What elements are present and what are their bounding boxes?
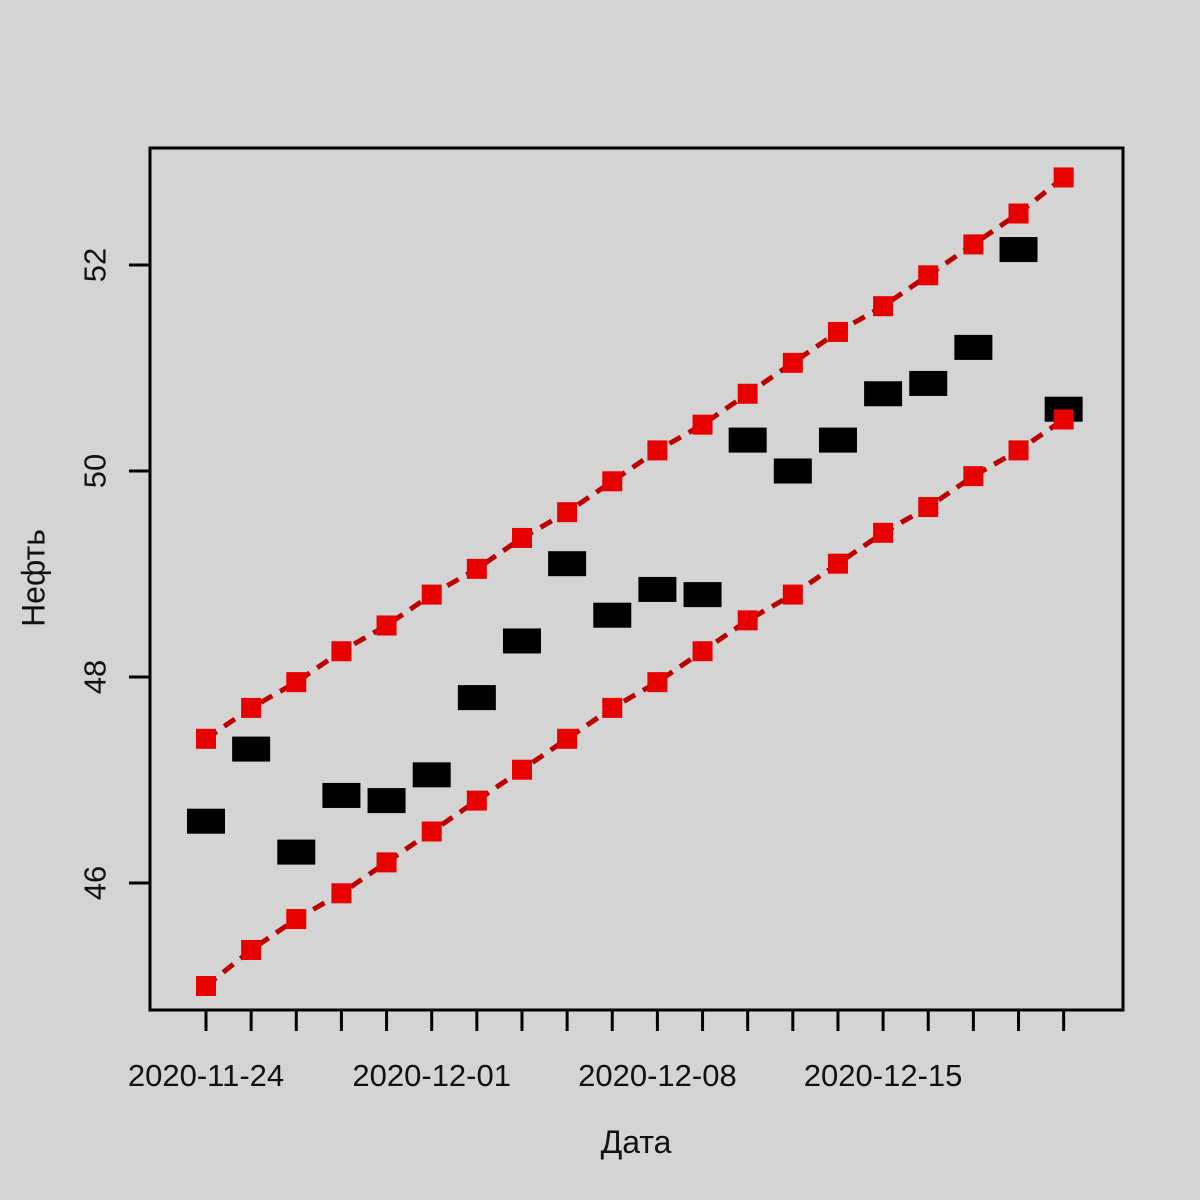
y-axis-title: Нефть bbox=[15, 529, 52, 627]
lower-bound-red-point bbox=[782, 584, 803, 605]
lower-bound-red-point bbox=[421, 821, 442, 842]
lower-bound-red-point bbox=[241, 939, 262, 960]
plot-border bbox=[148, 146, 1125, 1012]
fact-point bbox=[187, 808, 225, 834]
lower-bound-red-point bbox=[647, 672, 668, 693]
upper-bound-red-point bbox=[692, 414, 713, 435]
upper-bound-red-point bbox=[421, 584, 442, 605]
lower-bound-red-point bbox=[737, 610, 758, 631]
upper-bound-red-point bbox=[511, 527, 532, 548]
upper-bound-red-point bbox=[557, 502, 578, 523]
lower-bound-red-point bbox=[196, 976, 216, 996]
upper-bound-red-point bbox=[466, 558, 487, 579]
lower-bound-red-point bbox=[602, 697, 623, 718]
fact-point bbox=[728, 427, 767, 453]
x-tick-label: 2020-12-08 bbox=[578, 1058, 737, 1093]
fact-point bbox=[277, 839, 316, 865]
upper-bound-red-point bbox=[602, 471, 623, 492]
lower-bound-red-point bbox=[827, 553, 848, 574]
y-tick-label: 50 bbox=[78, 454, 113, 488]
fact-point bbox=[954, 334, 993, 360]
upper-bound-red-point bbox=[963, 234, 984, 255]
lower-bound-red-point bbox=[918, 497, 939, 518]
lower-bound-red-point bbox=[1053, 409, 1074, 430]
upper-bound-red-point bbox=[286, 672, 307, 693]
lower-bound-red-point bbox=[286, 909, 307, 930]
upper-bound-red-point bbox=[873, 296, 894, 317]
lower-bound-red-point bbox=[873, 522, 894, 543]
lower-bound-red-point bbox=[511, 759, 532, 780]
x-tick-label: 2020-12-15 bbox=[804, 1058, 963, 1093]
x-tick-label: 2020-12-01 bbox=[352, 1058, 511, 1093]
upper-bound-red-line bbox=[204, 175, 1066, 741]
upper-bound-red-point bbox=[331, 641, 352, 662]
y-tick-label: 46 bbox=[78, 866, 113, 900]
fact-point bbox=[457, 685, 496, 711]
upper-bound-red-point bbox=[1008, 203, 1029, 224]
fact-point bbox=[773, 458, 812, 484]
upper-bound-red-point bbox=[647, 440, 668, 461]
lower-bound-red-point bbox=[692, 641, 713, 662]
x-tick-label: 2020-11-24 bbox=[128, 1058, 284, 1093]
lower-bound-red-point bbox=[466, 790, 487, 811]
upper-bound-red-point bbox=[1053, 167, 1074, 188]
upper-bound-red-point bbox=[737, 383, 758, 404]
upper-bound-red-point bbox=[376, 615, 397, 636]
upper-bound-red-point bbox=[196, 728, 216, 749]
fact-point bbox=[864, 381, 903, 407]
fact-point bbox=[683, 582, 722, 608]
fact-point bbox=[322, 782, 361, 808]
y-tick-label: 48 bbox=[78, 660, 113, 694]
upper-bound-red-point bbox=[918, 265, 939, 286]
fact-point bbox=[999, 237, 1038, 263]
fact-point bbox=[232, 736, 271, 762]
upper-bound-red-point bbox=[241, 697, 262, 718]
fact-point bbox=[367, 788, 406, 814]
fact-point bbox=[412, 762, 451, 788]
upper-bound-red-point bbox=[782, 352, 803, 373]
upper-bound-red-point bbox=[827, 321, 848, 342]
fact-point bbox=[548, 551, 587, 577]
x-axis-title: Дата bbox=[600, 1124, 672, 1160]
fact-point bbox=[502, 628, 541, 654]
lower-bound-red-point bbox=[331, 883, 352, 904]
fact-point bbox=[909, 370, 948, 396]
lower-bound-red-point bbox=[1008, 440, 1029, 461]
y-tick-label: 52 bbox=[78, 248, 113, 282]
lower-bound-red-point bbox=[557, 728, 578, 749]
fact-point bbox=[638, 576, 677, 602]
fact-point bbox=[593, 602, 632, 628]
lower-bound-red-point bbox=[963, 466, 984, 487]
fact-point bbox=[818, 427, 857, 453]
lower-bound-red-point bbox=[376, 852, 397, 873]
